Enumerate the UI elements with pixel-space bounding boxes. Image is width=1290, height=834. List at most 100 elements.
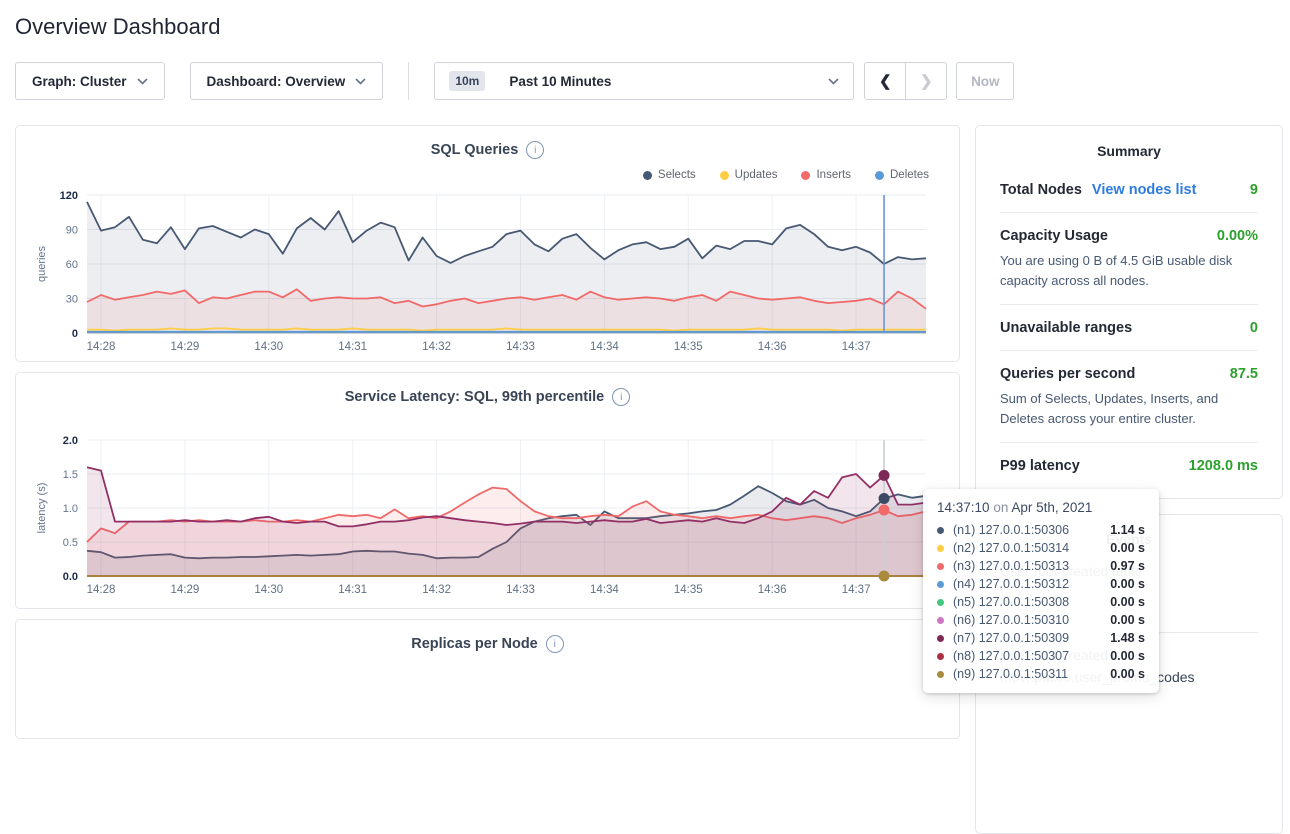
svg-text:90: 90 (66, 225, 78, 237)
legend-item-inserts[interactable]: Inserts (801, 167, 851, 183)
tooltip-node-value: 0.97 s (1110, 559, 1145, 573)
svg-text:14:31: 14:31 (338, 341, 367, 353)
dashboard-dropdown-label: Dashboard: Overview (206, 73, 346, 89)
tooltip-node-value: 1.14 s (1110, 523, 1145, 537)
svg-text:latency (s): latency (s) (36, 483, 48, 534)
replicas-per-node-panel: Replicas per Node i (15, 619, 960, 739)
legend-label: Inserts (816, 169, 851, 181)
charts-column: SQL Queries i Selects Updates Inserts Delet… (15, 125, 960, 834)
qps-value: 87.5 (1229, 366, 1258, 382)
time-step-buttons: ❮ ❯ (864, 62, 948, 100)
sql-queries-chart[interactable]: 14:28 14:29 14:30 14:31 14:32 14:33 14:34 14:35… (31, 185, 944, 357)
node-color-dot-icon (937, 580, 944, 588)
svg-text:14:30: 14:30 (254, 584, 283, 596)
summary-panel: Summary Total Nodes View nodes list 9 Ca… (975, 125, 1283, 499)
legend-dot-icon (801, 170, 811, 180)
svg-text:14:34: 14:34 (590, 584, 619, 596)
chart-header: Replicas per Node i (16, 620, 959, 653)
tooltip-node-value: 1.48 s (1110, 631, 1145, 645)
p99-latency-value: 1208.0 ms (1188, 458, 1258, 474)
info-icon[interactable]: i (545, 635, 564, 653)
svg-text:14:33: 14:33 (506, 341, 535, 353)
tooltip-node-address: (n2) 127.0.0.1:50314 (953, 541, 1070, 555)
tooltip-node-address: (n1) 127.0.0.1:50306 (953, 523, 1070, 537)
svg-text:14:37: 14:37 (842, 584, 871, 596)
service-latency-chart[interactable]: 14:28 14:29 14:30 14:31 14:32 14:33 14:34 14:35… (31, 432, 944, 602)
node-color-dot-icon (937, 526, 944, 534)
toolbar: Graph: Cluster Dashboard: Overview 10m P… (15, 62, 1275, 100)
dashboard-body: SQL Queries i Selects Updates Inserts Delet… (15, 125, 1283, 834)
next-timeframe-button[interactable]: ❯ (906, 63, 946, 99)
previous-timeframe-button[interactable]: ❮ (865, 63, 907, 99)
qps-description: Sum of Selects, Updates, Inserts, and De… (1000, 391, 1219, 426)
tooltip-node-row: (n1) 127.0.0.1:50306 1.14 s (937, 521, 1145, 539)
chart-legend (16, 406, 959, 430)
legend-label: Deletes (890, 169, 929, 181)
p99-latency-label: P99 latency (1000, 458, 1080, 474)
summary-row-unavailable-ranges: Unavailable ranges 0 (1000, 305, 1258, 351)
tooltip-node-list: (n1) 127.0.0.1:50306 1.14 s (n2) 127.0.0.1… (937, 521, 1145, 683)
summary-title: Summary (1097, 143, 1161, 159)
svg-text:14:32: 14:32 (422, 341, 451, 353)
node-color-dot-icon (937, 544, 944, 552)
capacity-usage-label: Capacity Usage (1000, 228, 1108, 244)
tooltip-node-address: (n4) 127.0.0.1:50312 (953, 577, 1070, 591)
summary-row-qps: Queries per second 87.5 Sum of Selects, … (1000, 351, 1258, 443)
time-range-label: Past 10 Minutes (509, 73, 612, 89)
node-color-dot-icon (937, 616, 944, 624)
chart-header: Service Latency: SQL, 99th percentile i (16, 373, 959, 406)
svg-text:14:31: 14:31 (338, 584, 367, 596)
tooltip-node-row: (n7) 127.0.0.1:50309 1.48 s (937, 629, 1145, 647)
view-nodes-list-link[interactable]: View nodes list (1091, 182, 1197, 198)
svg-text:60: 60 (66, 259, 78, 271)
summary-row-capacity: Capacity Usage 0.00% You are using 0 B o… (1000, 213, 1258, 305)
page-title: Overview Dashboard (15, 14, 221, 39)
svg-text:14:36: 14:36 (758, 341, 787, 353)
node-color-dot-icon (937, 670, 944, 678)
legend-item-updates[interactable]: Updates (719, 167, 777, 183)
chart-hover-tooltip: 14:37:10 on Apr 5th, 2021 (n1) 127.0.0.1… (923, 489, 1159, 693)
svg-text:14:28: 14:28 (87, 341, 116, 353)
tooltip-node-row: (n3) 127.0.0.1:50313 0.97 s (937, 557, 1145, 575)
svg-text:2.0: 2.0 (63, 435, 78, 447)
svg-text:14:29: 14:29 (170, 584, 199, 596)
svg-text:14:30: 14:30 (254, 341, 283, 353)
legend-label: Selects (657, 169, 696, 181)
dashboard-dropdown[interactable]: Dashboard: Overview (189, 62, 384, 100)
graph-dropdown-label: Graph: Cluster (32, 73, 127, 89)
now-button[interactable]: Now (956, 62, 1015, 100)
svg-text:14:37: 14:37 (842, 341, 871, 353)
service-latency-panel: Service Latency: SQL, 99th percentile i … (15, 372, 960, 609)
tooltip-node-value: 0.00 s (1110, 541, 1145, 555)
svg-text:14:33: 14:33 (506, 584, 535, 596)
chevron-down-icon (355, 77, 366, 85)
tooltip-node-value: 0.00 s (1110, 649, 1145, 663)
svg-text:120: 120 (60, 190, 78, 202)
tooltip-node-row: (n5) 127.0.0.1:50308 0.00 s (937, 593, 1145, 611)
svg-text:14:35: 14:35 (674, 341, 703, 353)
legend-item-deletes[interactable]: Deletes (875, 167, 929, 183)
chart-legend: Selects Updates Inserts Deletes (16, 159, 959, 183)
chevron-down-icon (136, 77, 148, 85)
capacity-usage-description: You are using 0 B of 4.5 GiB usable disk… (1000, 253, 1233, 288)
svg-text:14:36: 14:36 (758, 584, 787, 596)
legend-item-selects[interactable]: Selects (642, 167, 696, 183)
next-icon: ❯ (920, 73, 933, 90)
tooltip-node-row: (n9) 127.0.0.1:50311 0.00 s (937, 665, 1145, 683)
qps-label: Queries per second (1000, 366, 1136, 382)
tooltip-node-value: 0.00 s (1110, 667, 1145, 681)
legend-dot-icon (642, 170, 652, 180)
chevron-down-icon (828, 77, 839, 85)
chart-title: Service Latency: SQL, 99th percentile (344, 389, 605, 405)
summary-row-p99: P99 latency 1208.0 ms (1000, 443, 1258, 492)
svg-text:1.5: 1.5 (63, 469, 78, 481)
tooltip-node-address: (n5) 127.0.0.1:50308 (953, 595, 1070, 609)
info-icon[interactable]: i (526, 141, 545, 159)
tooltip-node-address: (n7) 127.0.0.1:50309 (953, 631, 1070, 645)
svg-text:14:35: 14:35 (674, 584, 703, 596)
info-icon[interactable]: i (612, 388, 631, 406)
graph-dropdown[interactable]: Graph: Cluster (15, 62, 165, 100)
legend-dot-icon (875, 170, 884, 180)
tooltip-node-address: (n6) 127.0.0.1:50310 (953, 613, 1070, 627)
time-range-dropdown[interactable]: 10m Past 10 Minutes (434, 62, 855, 100)
